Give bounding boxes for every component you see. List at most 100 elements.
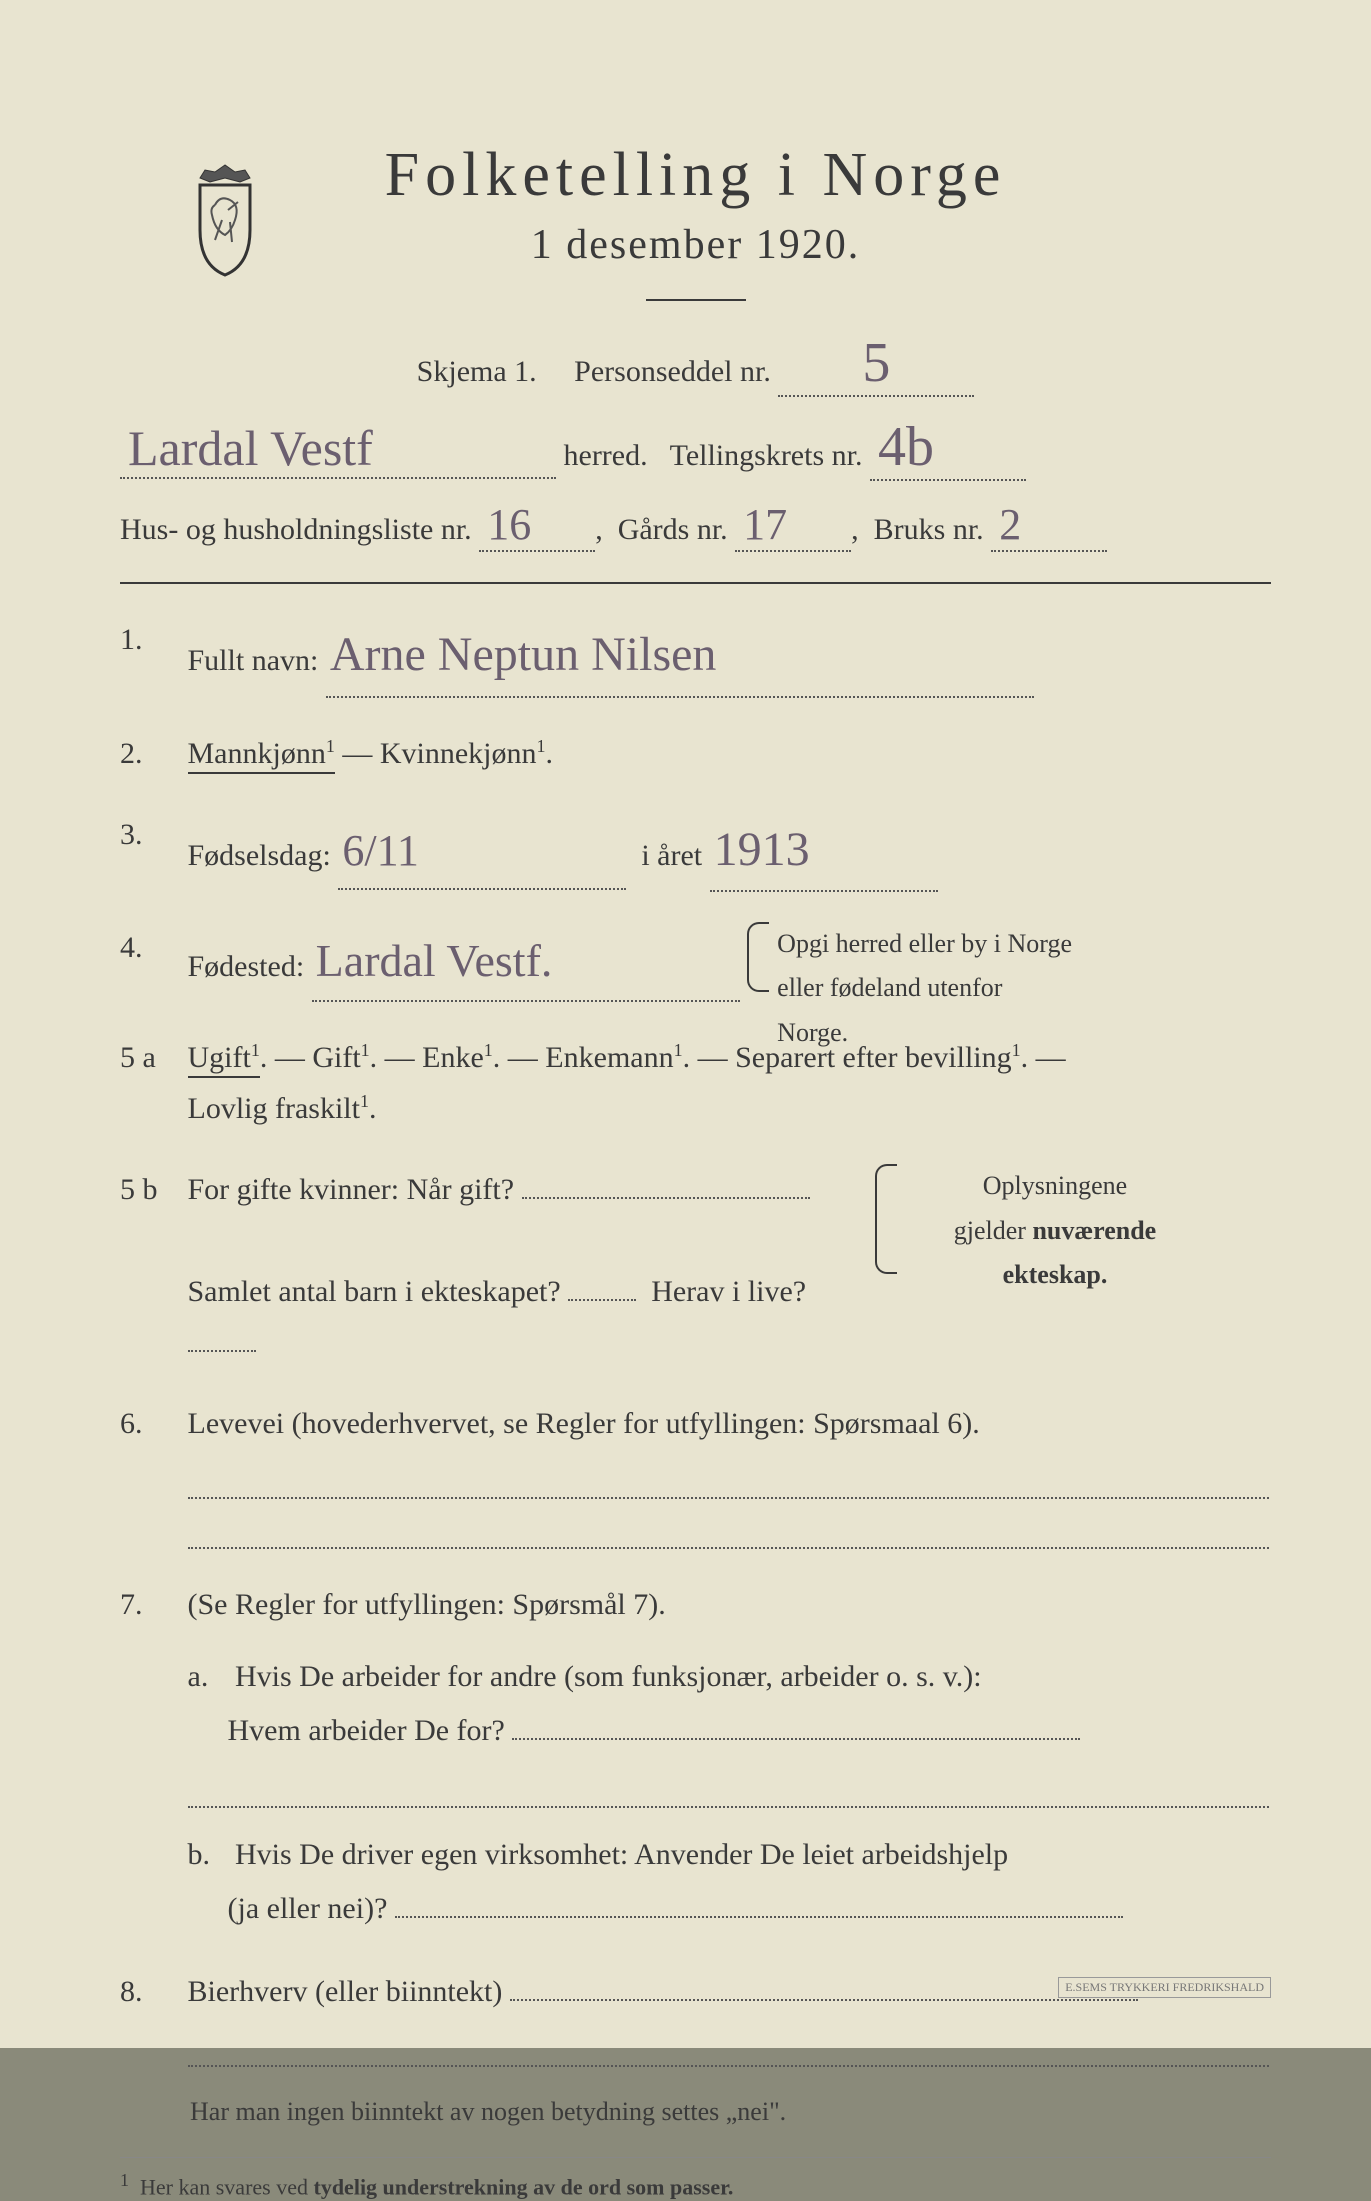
q8-num: 8. bbox=[120, 1966, 180, 2017]
question-2: 2. Mannkjønn1 — Kvinnekjønn1. bbox=[120, 728, 1271, 779]
q6-num: 6. bbox=[120, 1398, 180, 1449]
q4-field: Lardal Vestf. bbox=[312, 922, 740, 1002]
q7a-letter: a. bbox=[188, 1650, 228, 1704]
q5a-separert: Separert efter bevilling1 bbox=[735, 1041, 1021, 1074]
meta-row-1: Skjema 1. Personseddel nr. 5 bbox=[120, 331, 1271, 397]
form-title: Folketelling i Norge bbox=[120, 140, 1271, 211]
q7a: a. Hvis De arbeider for andre (som funks… bbox=[188, 1650, 1269, 1808]
tellingskrets-field: 4b bbox=[870, 415, 1026, 481]
q5b-line1: For gifte kvinner: Når gift? bbox=[188, 1173, 515, 1206]
q5b-note: Oplysningene gjelder nuværende ekteskap. bbox=[875, 1164, 1205, 1274]
footnote: 1 Her kan svares ved tydelig understrekn… bbox=[120, 2157, 1271, 2200]
q3-day-field: 6/11 bbox=[338, 814, 626, 891]
herred-value: Lardal Vestf bbox=[128, 420, 373, 476]
q5a-fraskilt: Lovlig fraskilt1. bbox=[188, 1092, 377, 1125]
q5a-enkemann: Enkemann1 bbox=[545, 1041, 682, 1074]
q1-field: Arne Neptun Nilsen bbox=[326, 614, 1034, 698]
personseddel-label: Personseddel nr. bbox=[574, 355, 771, 388]
census-form-page: Folketelling i Norge 1 desember 1920. Sk… bbox=[0, 0, 1371, 2048]
q8-field-1 bbox=[510, 1999, 1138, 2001]
q7a-text2: Hvem arbeider De for? bbox=[228, 1714, 505, 1747]
gards-label: Gårds nr. bbox=[618, 513, 728, 546]
q7a-field-2 bbox=[188, 1778, 1269, 1808]
q1-num: 1. bbox=[120, 614, 180, 665]
hushold-field: 16 bbox=[479, 499, 595, 552]
q1-label: Fullt navn: bbox=[188, 644, 319, 677]
q3-year-label: i året bbox=[641, 839, 702, 872]
bruks-field: 2 bbox=[991, 499, 1107, 552]
q7-header: (Se Regler for utfyllingen: Spørsmål 7). bbox=[188, 1588, 666, 1621]
q5b-gift-field bbox=[522, 1197, 810, 1199]
q2-sep: — bbox=[342, 737, 380, 770]
q5a-gift: Gift1 bbox=[312, 1041, 369, 1074]
question-3: 3. Fødselsdag: 6/11 i året 1913 bbox=[120, 809, 1271, 893]
form-header: Folketelling i Norge 1 desember 1920. bbox=[120, 140, 1271, 301]
printer-mark: E.SEMS TRYKKERI FREDRIKSHALD bbox=[1058, 1977, 1271, 1998]
bruks-value: 2 bbox=[999, 500, 1021, 549]
q4-num: 4. bbox=[120, 922, 180, 973]
herred-label: herred. bbox=[564, 439, 648, 472]
q3-num: 3. bbox=[120, 809, 180, 860]
q6-body: Levevei (hovederhvervet, se Regler for u… bbox=[188, 1398, 1269, 1549]
header-divider bbox=[646, 299, 746, 301]
personseddel-value: 5 bbox=[862, 332, 890, 394]
form-date: 1 desember 1920. bbox=[120, 221, 1271, 269]
gards-field: 17 bbox=[735, 499, 851, 552]
q3-year-value: 1913 bbox=[714, 823, 810, 876]
q5a-ugift: Ugift1 bbox=[188, 1041, 260, 1078]
q2-female: Kvinnekjønn1. bbox=[380, 737, 553, 770]
hushold-value: 16 bbox=[487, 500, 531, 549]
q7b-text2: (ja eller nei)? bbox=[228, 1892, 388, 1925]
question-5b: 5 b For gifte kvinner: Når gift? Samlet … bbox=[120, 1164, 1271, 1368]
q5a-enke: Enke1 bbox=[422, 1041, 493, 1074]
skjema-label: Skjema 1. bbox=[417, 355, 537, 388]
q5b-num: 5 b bbox=[120, 1164, 180, 1215]
q7-body: (Se Regler for utfyllingen: Spørsmål 7).… bbox=[188, 1579, 1269, 1936]
hushold-label: Hus- og husholdningsliste nr. bbox=[120, 513, 472, 546]
q5b-line2b: Herav i live? bbox=[651, 1275, 806, 1308]
section-divider bbox=[120, 582, 1271, 584]
q7b-text1: Hvis De driver egen virksomhet: Anvender… bbox=[235, 1838, 1008, 1871]
q4-value: Lardal Vestf. bbox=[316, 935, 553, 986]
tellingskrets-value: 4b bbox=[878, 416, 934, 478]
q5b-note2: gjelder nuværende bbox=[954, 1216, 1156, 1245]
q3-label: Fødselsdag: bbox=[188, 839, 331, 872]
q5a-body: Ugift1. — Gift1. — Enke1. — Enkemann1. —… bbox=[188, 1032, 1269, 1134]
q5b-body: For gifte kvinner: Når gift? Samlet anta… bbox=[188, 1164, 1269, 1368]
meta-row-2: Lardal Vestf herred. Tellingskrets nr. 4… bbox=[120, 415, 1271, 481]
question-5a: 5 a Ugift1. — Gift1. — Enke1. — Enkemann… bbox=[120, 1032, 1271, 1134]
q7-num: 7. bbox=[120, 1579, 180, 1630]
q6-field-1 bbox=[188, 1469, 1269, 1499]
herred-field: Lardal Vestf bbox=[120, 419, 556, 479]
question-1: 1. Fullt navn: Arne Neptun Nilsen bbox=[120, 614, 1271, 698]
q5a-num: 5 a bbox=[120, 1032, 180, 1083]
q1-value: Arne Neptun Nilsen bbox=[330, 628, 717, 681]
q7b-letter: b. bbox=[188, 1828, 228, 1882]
q4-note-line1: Opgi herred eller by i Norge bbox=[777, 929, 1072, 958]
footnote-text: Her kan svares ved tydelig understreknin… bbox=[140, 2175, 733, 2200]
q8-label: Bierhverv (eller biinntekt) bbox=[188, 1975, 503, 2008]
footer-note: Har man ingen biinntekt av nogen betydni… bbox=[190, 2097, 1271, 2127]
q5b-note3: ekteskap. bbox=[1003, 1260, 1108, 1289]
q2-num: 2. bbox=[120, 728, 180, 779]
question-7: 7. (Se Regler for utfyllingen: Spørsmål … bbox=[120, 1579, 1271, 1936]
gards-value: 17 bbox=[743, 500, 787, 549]
footnote-num: 1 bbox=[120, 2170, 129, 2190]
question-4: 4. Fødested: Lardal Vestf. Opgi herred e… bbox=[120, 922, 1271, 1002]
tellingskrets-label: Tellingskrets nr. bbox=[670, 439, 863, 472]
question-6: 6. Levevei (hovederhvervet, se Regler fo… bbox=[120, 1398, 1271, 1549]
q5b-note1: Oplysningene bbox=[983, 1171, 1127, 1200]
q3-day-value: 6/11 bbox=[342, 826, 419, 875]
q7b: b. Hvis De driver egen virksomhet: Anven… bbox=[188, 1828, 1269, 1936]
q6-text: Levevei (hovederhvervet, se Regler for u… bbox=[188, 1407, 980, 1440]
q7a-field bbox=[512, 1738, 1080, 1740]
q7b-field bbox=[395, 1916, 1123, 1918]
q5b-line2a: Samlet antal barn i ekteskapet? bbox=[188, 1275, 561, 1308]
q4-note: Opgi herred eller by i Norge eller fødel… bbox=[747, 922, 1077, 992]
q6-field-2 bbox=[188, 1519, 1269, 1549]
q2-male: Mannkjønn1 bbox=[188, 737, 335, 774]
meta-row-3: Hus- og husholdningsliste nr. 16 , Gårds… bbox=[120, 499, 1271, 552]
q5b-live-field bbox=[188, 1350, 256, 1352]
coat-of-arms-icon bbox=[180, 160, 270, 280]
bruks-label: Bruks nr. bbox=[874, 513, 984, 546]
